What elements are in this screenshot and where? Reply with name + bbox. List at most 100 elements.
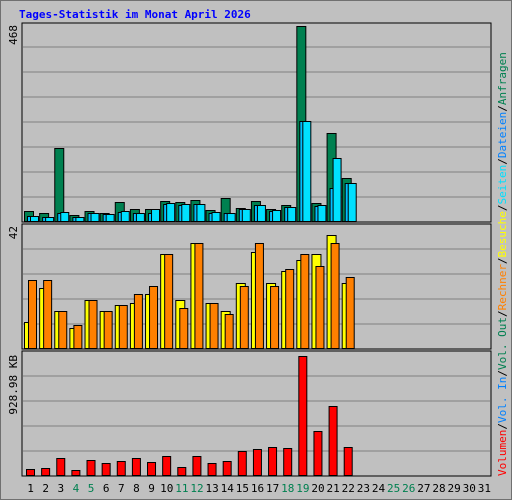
volume-bar-day-16: [252, 449, 262, 476]
volume-bar-day-18: [283, 448, 293, 476]
sites-bar-day-15: [239, 286, 249, 349]
day-label-23: 23: [357, 482, 370, 495]
sites-bar-day-4: [73, 325, 83, 349]
pages-bar-day-3: [60, 212, 70, 222]
day-label-19: 19: [296, 482, 309, 495]
sites-bar-day-10: [164, 254, 174, 349]
volume-bar-day-10: [162, 456, 172, 476]
legend-entry: Anfragen: [496, 52, 509, 105]
day-label-7: 7: [118, 482, 125, 495]
day-label-20: 20: [311, 482, 324, 495]
volume-bar-day-13: [207, 463, 217, 476]
volume-bar-day-15: [237, 451, 247, 476]
day-label-2: 2: [42, 482, 49, 495]
hits-bar-day-3: [54, 148, 65, 222]
pages-bar-day-11: [181, 204, 191, 222]
legend-entry: Seiten: [496, 165, 509, 205]
sites-bar-day-3: [58, 311, 68, 349]
volume-bar-day-4: [71, 470, 81, 476]
day-label-22: 22: [342, 482, 355, 495]
volume-bar-day-12: [192, 456, 202, 476]
pages-bar-day-16: [256, 205, 266, 222]
panel-2-ymax-label: 42: [7, 226, 20, 239]
sites-bar-day-19: [300, 254, 310, 349]
sites-bar-day-2: [43, 280, 53, 349]
day-label-30: 30: [463, 482, 476, 495]
sites-bar-day-22: [345, 277, 355, 349]
sites-bar-day-8: [133, 294, 143, 349]
pages-bar-day-20: [317, 205, 327, 222]
legend-entry: /: [496, 370, 509, 377]
day-label-4: 4: [73, 482, 80, 495]
pages-bar-day-19: [302, 121, 312, 222]
volume-bar-day-5: [86, 460, 96, 476]
legend-entry: /: [496, 105, 509, 112]
sites-bar-day-14: [224, 314, 234, 349]
sites-bar-day-20: [315, 266, 325, 349]
sites-bar-day-6: [103, 311, 113, 349]
chart-title: Tages-Statistik im Monat April 2026: [19, 8, 251, 21]
legend-entry: Volumen: [496, 430, 509, 476]
legend-entry: Vol. In: [496, 377, 509, 423]
pages-bar-day-9: [151, 209, 161, 222]
legend: Volumen/Vol. In/Vol. Out/Rechner/Besuche…: [496, 52, 509, 476]
volume-bar-day-2: [41, 468, 51, 476]
pages-bar-day-10: [166, 203, 176, 222]
pages-bar-day-7: [120, 211, 130, 222]
day-label-10: 10: [160, 482, 173, 495]
day-label-25: 25: [387, 482, 400, 495]
day-label-3: 3: [58, 482, 65, 495]
volume-bar-day-14: [222, 461, 232, 476]
sites-bar-day-17: [270, 286, 280, 349]
volume-bar-day-22: [343, 447, 353, 476]
volume-bar-day-20: [313, 431, 323, 476]
day-label-21: 21: [327, 482, 340, 495]
volume-bar-day-7: [116, 461, 126, 476]
day-label-12: 12: [190, 482, 203, 495]
pages-bar-day-1: [30, 216, 39, 222]
pages-bar-day-2: [45, 217, 55, 222]
legend-entry: Vol. Out: [496, 317, 509, 370]
legend-entry: /: [496, 310, 509, 317]
volume-bar-day-11: [177, 467, 187, 476]
volume-bar-day-8: [131, 458, 141, 476]
day-label-6: 6: [103, 482, 110, 495]
day-label-15: 15: [236, 482, 249, 495]
legend-entry: Besuche: [496, 211, 509, 257]
sites-bar-day-21: [330, 243, 340, 349]
sites-bar-day-11: [179, 308, 189, 349]
sites-bar-day-18: [285, 269, 295, 349]
pages-bar-day-22: [347, 183, 357, 222]
panel-1-ymax-label: 468: [7, 25, 20, 45]
sites-bar-day-1: [28, 280, 37, 349]
day-label-9: 9: [148, 482, 155, 495]
day-label-13: 13: [205, 482, 218, 495]
pages-bar-day-15: [241, 209, 251, 222]
sites-bar-day-9: [149, 286, 159, 349]
day-label-27: 27: [417, 482, 430, 495]
day-label-17: 17: [266, 482, 279, 495]
pages-bar-day-21: [332, 158, 342, 222]
pages-bar-day-4: [75, 217, 85, 222]
day-label-24: 24: [372, 482, 386, 495]
volume-bar-day-9: [147, 462, 157, 476]
volume-bar-day-21: [328, 406, 338, 476]
volume-bar-day-17: [268, 447, 278, 476]
pages-bar-day-17: [272, 210, 282, 222]
day-label-26: 26: [402, 482, 415, 495]
legend-entry: /: [496, 204, 509, 211]
day-label-11: 11: [175, 482, 188, 495]
pages-bar-day-8: [135, 213, 145, 222]
volume-bar-day-3: [56, 458, 66, 476]
day-label-14: 14: [221, 482, 235, 495]
day-label-31: 31: [478, 482, 491, 495]
pages-bar-day-6: [105, 214, 115, 222]
sites-bar-day-13: [209, 303, 219, 349]
day-label-1: 1: [27, 482, 34, 495]
day-label-16: 16: [251, 482, 264, 495]
legend-entry: Rechner: [496, 264, 509, 311]
pages-bar-day-13: [211, 212, 221, 222]
sites-bar-day-12: [194, 243, 204, 349]
